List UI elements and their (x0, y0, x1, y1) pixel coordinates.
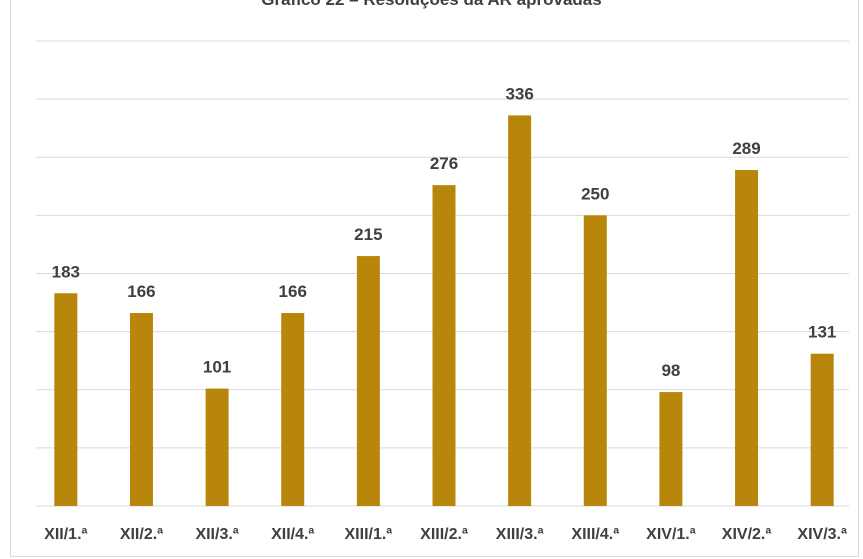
x-tick-label: XII/1.ª (44, 526, 87, 543)
bars (54, 115, 834, 507)
bar-value-label: 289 (732, 139, 760, 158)
bar (810, 353, 834, 506)
bar (129, 313, 153, 506)
bar (508, 115, 532, 507)
bar (356, 256, 380, 506)
bar (583, 215, 607, 506)
x-tick-label: XIV/3.ª (797, 526, 847, 543)
bar (54, 293, 78, 506)
x-tick-label: XIII/4.ª (571, 526, 619, 543)
bar (281, 313, 305, 506)
gridlines (36, 40, 849, 507)
bar-value-label: 250 (581, 184, 609, 203)
bar (659, 392, 683, 506)
chart-title: Gráfico 22 – Resoluções da AR aprovadas (0, 0, 863, 10)
x-tick-label: XIV/1.ª (646, 526, 696, 543)
x-tick-label: XII/3.ª (195, 526, 238, 543)
x-tick-label: XIII/1.ª (345, 526, 393, 543)
bar-value-label: 166 (127, 282, 155, 301)
bar-value-label: 98 (661, 361, 680, 380)
bar-value-label: 131 (808, 323, 836, 342)
bar-value-label: 183 (52, 262, 80, 281)
x-tick-label: XII/2.ª (120, 526, 163, 543)
bar-value-label: 276 (430, 154, 458, 173)
bar (735, 170, 759, 506)
chart-frame (10, 0, 859, 557)
x-tick-label: XIII/3.ª (496, 526, 544, 543)
x-tick-label: XIV/2.ª (722, 526, 772, 543)
x-tick-label: XIII/2.ª (420, 526, 468, 543)
bar (432, 185, 456, 506)
bar (205, 388, 229, 506)
x-tick-labels: XII/1.ª XII/2.ª XII/3.ª XII/4.ª XIII/1.ª XIII… (44, 526, 847, 543)
bar-value-label: 336 (505, 84, 533, 103)
x-tick-label: XII/4.ª (271, 526, 314, 543)
bar-value-label: 101 (203, 358, 231, 377)
bar-value-label: 166 (279, 282, 307, 301)
bar-value-label: 215 (354, 225, 382, 244)
data-labels: 183 166 101 166 215 276 336 250 98 289 131 (52, 84, 837, 380)
